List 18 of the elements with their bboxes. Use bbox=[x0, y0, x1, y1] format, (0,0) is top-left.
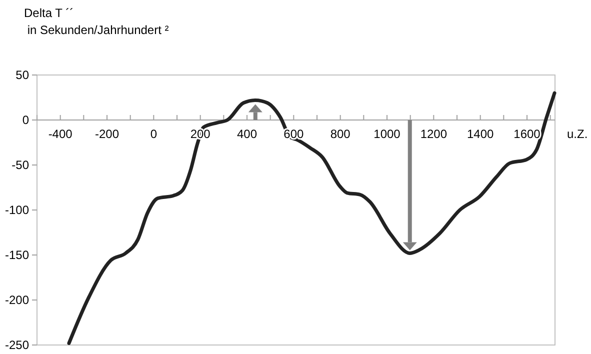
y-tick-label: 50 bbox=[16, 68, 30, 82]
x-tick-label: 1200 bbox=[420, 127, 448, 141]
x-tick-label: 0 bbox=[150, 127, 158, 141]
x-tick-label: 400 bbox=[236, 127, 258, 141]
x-axis-title: u.Z. bbox=[567, 127, 588, 141]
y-tick-label: -150 bbox=[4, 248, 30, 262]
x-tick-label: 1600 bbox=[514, 127, 541, 141]
x-tick-label: 1000 bbox=[374, 127, 401, 141]
y-tick-label: -50 bbox=[12, 158, 30, 172]
y-tick-label: 0 bbox=[22, 113, 30, 128]
x-tick-label: -200 bbox=[94, 127, 120, 141]
y-tick-label: -100 bbox=[4, 203, 30, 218]
x-tick-label: -400 bbox=[48, 127, 73, 141]
x-tick-label: 800 bbox=[330, 127, 351, 141]
y-tick-label: -250 bbox=[4, 338, 30, 352]
y-tick-label: -200 bbox=[4, 293, 30, 308]
y-axis-title: Delta T ´´ in Sekunden/Jahrhundert ² bbox=[24, 6, 169, 37]
x-tick-label: 1400 bbox=[466, 127, 494, 141]
